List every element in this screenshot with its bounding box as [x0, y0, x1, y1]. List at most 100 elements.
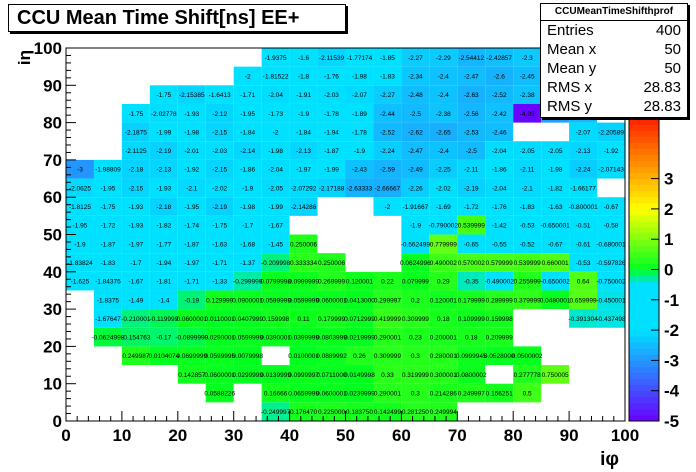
cell-value-label: 0.0600001 [316, 297, 347, 304]
heatmap-cell [233, 271, 262, 291]
heatmap-cell [457, 290, 486, 310]
heatmap-cell [233, 178, 262, 198]
cell-value-label: 0.079999 [402, 279, 429, 286]
cell-value-label: -2.07 [576, 129, 591, 136]
cell-value-label: 0.0500002 [512, 353, 543, 360]
cell-value-label: 0.2 [411, 297, 420, 304]
cell-value-label: -1.72 [464, 204, 479, 211]
palette-band [629, 136, 659, 143]
heatmap-cell [513, 141, 542, 160]
heatmap-cell [317, 327, 346, 347]
heatmap-cell [93, 309, 122, 328]
cell-value-label: -1.78 [324, 111, 339, 118]
heatmap-cell [429, 85, 458, 104]
cell-value-label: -1.85 [380, 55, 395, 62]
heatmap-cell [289, 103, 318, 123]
cell-value-label: 0.579999 [486, 260, 513, 267]
cell-value-label: 0.0407999 [232, 316, 263, 323]
cell-value-label: -2.5 [410, 111, 422, 118]
heatmap-cell [345, 66, 374, 86]
heatmap-cell [289, 178, 318, 198]
cell-value-label: -1.42 [492, 223, 507, 230]
cell-value-label: 0.176470 [290, 409, 317, 416]
cell-value-label: 0.142499 [374, 409, 401, 416]
heatmap-cell [345, 346, 374, 366]
heatmap-cell [233, 290, 262, 310]
heatmap-cell [177, 141, 206, 160]
palette-band [629, 257, 659, 264]
y-tick-label: 10 [43, 375, 62, 394]
z-tick-label: -5 [664, 412, 679, 431]
cell-value-label: -2.14286 [291, 204, 317, 211]
cell-value-label: -2.29 [436, 55, 451, 62]
cell-value-label: 0.214286 [430, 391, 457, 398]
heatmap-cell [149, 234, 178, 254]
heatmap-cell [261, 197, 290, 216]
cell-value-label: -1.68 [240, 241, 255, 248]
cell-value-label: -0.490002 [485, 279, 515, 286]
x-tick-label: 40 [280, 426, 299, 445]
cell-value-label: 0.0528000 [484, 353, 515, 360]
heatmap-cell [597, 197, 625, 216]
cell-value-label: -2.15 [212, 167, 227, 174]
cell-value-label: 0.18 [437, 316, 450, 323]
palette-band [629, 172, 659, 180]
heatmap-cell [457, 122, 486, 142]
cell-value-label: 0.3 [411, 391, 420, 398]
heatmap-cell [345, 309, 374, 328]
x-tick-label: 80 [504, 426, 523, 445]
heatmap-cell [513, 48, 542, 67]
cell-value-label: -1.86 [240, 167, 255, 174]
cell-value-label: -0.249997 [261, 409, 291, 416]
heatmap-cell [401, 159, 430, 179]
cell-value-label: -1.98 [184, 129, 199, 136]
heatmap-cell [289, 66, 318, 86]
heatmap-cell [401, 309, 430, 328]
x-tick-label: 50 [336, 426, 355, 445]
palette-band [629, 299, 659, 307]
cell-value-label: -2.19 [212, 204, 227, 211]
heatmap-cell [513, 365, 542, 384]
heatmap-cell [401, 141, 430, 160]
cell-value-label: -1.75 [101, 204, 116, 211]
cell-value-label: 0.64 [577, 279, 590, 286]
cell-value-label: -1.94 [156, 260, 171, 267]
cell-value-label: -1.8 [298, 73, 310, 80]
y-tick-label: 80 [43, 114, 62, 133]
heatmap-cell [233, 215, 262, 235]
heatmap-cell [121, 327, 150, 347]
heatmap-cell [205, 122, 234, 142]
heatmap-cell [149, 85, 178, 104]
heatmap-cell [541, 290, 570, 310]
cell-value-label: -2.63 [464, 92, 479, 99]
cell-value-label: -1.71 [240, 92, 255, 99]
heatmap-cell [513, 346, 542, 366]
heatmap-cell [485, 159, 514, 179]
cell-value-label: -2.24 [380, 148, 395, 155]
palette-band [629, 287, 659, 295]
heatmap-cell [289, 197, 318, 216]
cell-value-label: -2.13 [156, 167, 171, 174]
cell-value-label: 0.539999 [458, 223, 485, 230]
cell-value-label: -2.04 [268, 92, 283, 99]
cell-value-label: -1.98 [240, 204, 255, 211]
cell-value-label: -1.98 [548, 167, 563, 174]
heatmap-cell [289, 159, 318, 179]
stats-label: Mean y [547, 60, 597, 77]
heatmap-cell [373, 122, 402, 142]
heatmap-cell [373, 327, 402, 347]
heatmap-cell [569, 253, 598, 272]
heatmap-cell [429, 402, 458, 421]
heatmap-cell [401, 346, 430, 366]
palette-band [629, 196, 659, 204]
stats-value: 28.83 [643, 98, 681, 115]
cell-value-label: -2.15385 [179, 92, 205, 99]
cell-value-label: -0.800001 [568, 204, 598, 211]
cell-value-label: -1.98 [352, 73, 367, 80]
heatmap-cell [121, 290, 150, 310]
heatmap-cell [429, 122, 458, 142]
cell-value-label: 0.0299999 [232, 372, 263, 379]
cell-value-label: -1.86 [492, 167, 507, 174]
cell-value-label: -1.84 [296, 129, 311, 136]
cell-value-label: 0.26 [353, 353, 366, 360]
